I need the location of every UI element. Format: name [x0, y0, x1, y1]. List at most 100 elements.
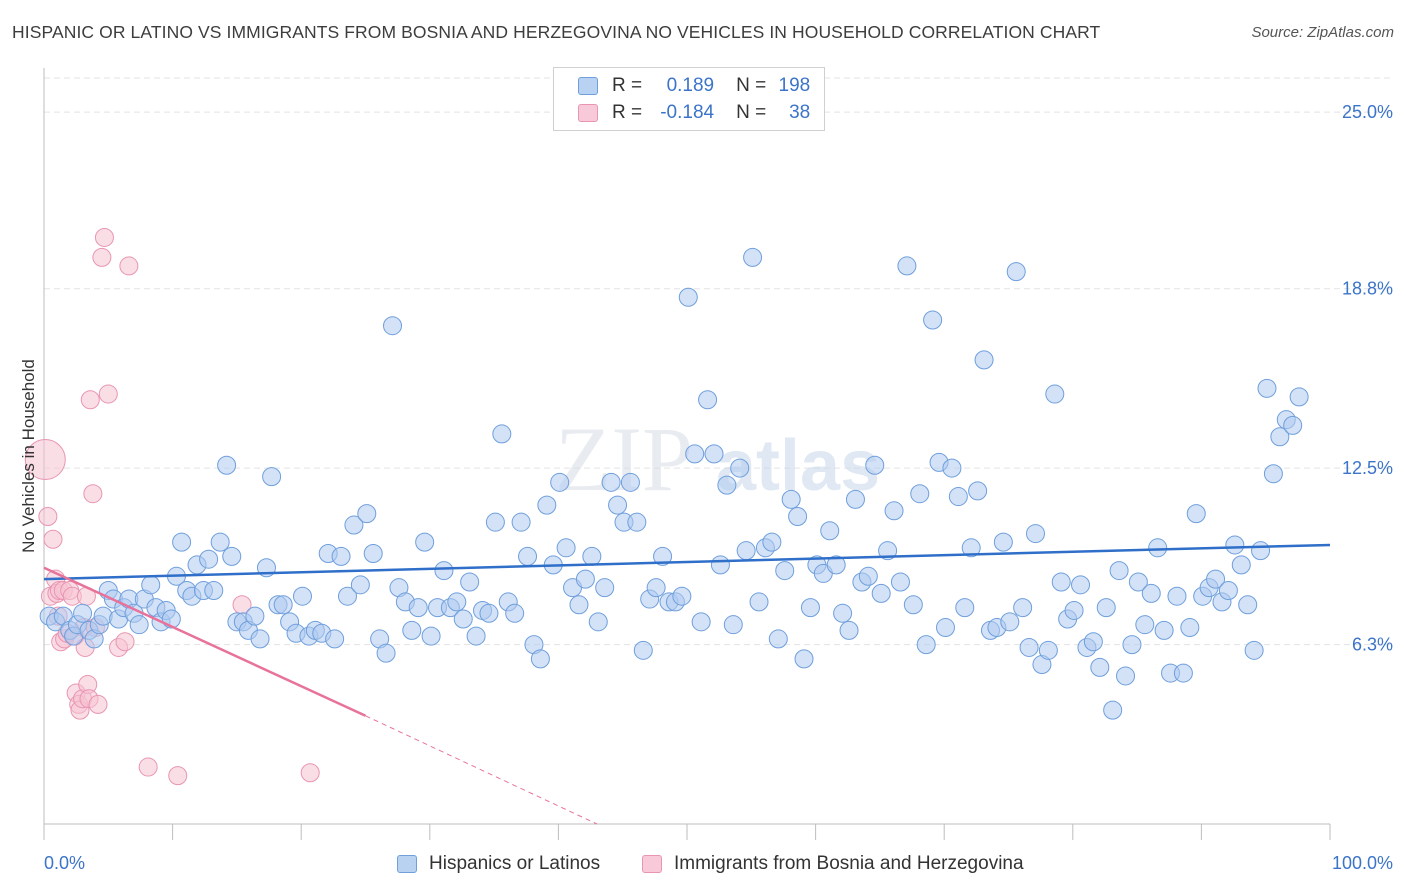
data-point-hispanic [903, 595, 923, 615]
data-point-hispanic [588, 612, 608, 632]
data-point-hispanic [678, 287, 698, 307]
series-bosnia-points [24, 227, 320, 786]
data-point-bosnia [94, 227, 114, 247]
data-point-hispanic [350, 575, 370, 595]
data-point-hispanic [1109, 561, 1129, 581]
data-point-hispanic [537, 495, 557, 515]
data-point-hispanic [273, 595, 293, 615]
data-point-hispanic [839, 620, 859, 640]
data-point-bosnia [168, 766, 188, 786]
data-point-hispanic [961, 538, 981, 558]
data-point-hispanic [1270, 427, 1290, 447]
legend-swatch-blue [578, 77, 598, 95]
data-point-hispanic [923, 310, 943, 330]
data-point-hispanic [1013, 598, 1033, 618]
legend-row-hispanic: R = 0.189 N = 198 [578, 73, 810, 99]
legend-n-value: 38 [789, 102, 811, 123]
data-point-hispanic [730, 458, 750, 478]
data-point-hispanic [890, 572, 910, 592]
data-point-hispanic [434, 561, 454, 581]
data-point-hispanic [292, 586, 312, 606]
data-point-hispanic [1289, 387, 1309, 407]
data-point-bosnia [38, 506, 58, 526]
series-legend-label: Immigrants from Bosnia and Herzegovina [674, 853, 1024, 874]
data-point-hispanic [1045, 384, 1065, 404]
data-point-hispanic [1154, 620, 1174, 640]
series-legend-bosnia: Immigrants from Bosnia and Herzegovina [642, 851, 1024, 877]
y-tick-label: 12.5% [1342, 458, 1393, 478]
data-point-hispanic [762, 532, 782, 552]
data-point-hispanic [1218, 581, 1238, 601]
data-point-bosnia [98, 384, 118, 404]
data-point-hispanic [363, 544, 383, 564]
data-point-hispanic [73, 603, 93, 623]
legend-n-label: N = [736, 102, 767, 123]
series-swatch-pink [642, 855, 662, 873]
data-point-hispanic [710, 555, 730, 575]
data-point-bosnia [138, 757, 158, 777]
data-point-hispanic [402, 620, 422, 640]
data-point-hispanic [1083, 632, 1103, 652]
data-point-hispanic [383, 316, 403, 336]
data-point-hispanic [331, 546, 351, 566]
y-tick-label: 6.3% [1352, 635, 1393, 655]
data-point-hispanic [485, 512, 505, 532]
data-point-hispanic [1206, 569, 1226, 589]
data-point-hispanic [1263, 464, 1283, 484]
data-point-hispanic [858, 566, 878, 586]
data-point-hispanic [376, 643, 396, 663]
y-tick-label: 18.8% [1342, 279, 1393, 299]
data-point-hispanic [878, 541, 898, 561]
legend-row-bosnia: R = -0.184 N = 38 [578, 100, 810, 126]
axis-labels: 6.3% 12.5% 18.8% 25.0% 0.0% 100.0% [44, 102, 1393, 873]
data-point-hispanic [646, 578, 666, 598]
data-point-bosnia [92, 247, 112, 267]
data-point-bosnia [115, 632, 135, 652]
data-point-hispanic [210, 532, 230, 552]
data-point-hispanic [1122, 635, 1142, 655]
chart-title: HISPANIC OR LATINO VS IMMIGRANTS FROM BO… [12, 22, 1101, 42]
data-point-hispanic [222, 546, 242, 566]
series-swatch-blue [397, 855, 417, 873]
data-point-hispanic [942, 458, 962, 478]
data-point-hispanic [460, 572, 480, 592]
series-legend-label: Hispanics or Latinos [429, 853, 601, 874]
data-point-hispanic [199, 549, 219, 569]
data-point-hispanic [1141, 583, 1161, 603]
data-point-hispanic [172, 532, 192, 552]
data-point-hispanic [608, 495, 628, 515]
data-point-hispanic [935, 618, 955, 638]
data-point-hispanic [698, 390, 718, 410]
data-point-hispanic [820, 521, 840, 541]
data-point-hispanic [1244, 640, 1264, 660]
data-point-bosnia [43, 529, 63, 549]
data-point-bosnia [300, 763, 320, 783]
data-point-hispanic [1019, 637, 1039, 657]
data-point-hispanic [955, 598, 975, 618]
data-point-hispanic [1096, 598, 1116, 618]
data-point-hispanic [325, 629, 345, 649]
data-point-hispanic [781, 489, 801, 509]
data-point-hispanic [518, 546, 538, 566]
data-point-hispanic [794, 649, 814, 669]
data-point-hispanic [453, 609, 473, 629]
legend-n-label: N = [736, 75, 767, 96]
data-point-hispanic [1128, 572, 1148, 592]
data-point-hispanic [800, 598, 820, 618]
data-point-hispanic [723, 615, 743, 635]
data-point-hispanic [550, 472, 570, 492]
trend-line-bosnia [43, 566, 367, 717]
y-axis-title: No Vehicles in Household [19, 359, 38, 553]
legend-swatch-pink [578, 104, 598, 122]
data-point-hispanic [833, 603, 853, 623]
data-point-hispanic [620, 472, 640, 492]
trend-line-bosnia-extension [365, 715, 598, 825]
data-point-hispanic [1000, 612, 1020, 632]
legend-n-value: 198 [778, 75, 811, 96]
data-point-hispanic [871, 583, 891, 603]
data-point-hispanic [1051, 572, 1071, 592]
data-point-hispanic [344, 515, 364, 535]
data-point-hispanic [1006, 262, 1026, 282]
data-point-hispanic [788, 506, 808, 526]
data-point-hispanic [717, 475, 737, 495]
